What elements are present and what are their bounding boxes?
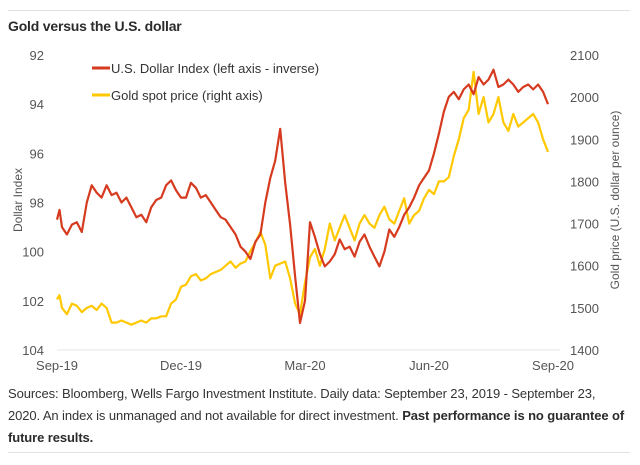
gold-price-line	[56, 70, 550, 326]
sources-text: Sources: Bloomberg, Wells Fargo Investme…	[8, 386, 596, 423]
left-tick-label: 92	[30, 48, 44, 63]
chart: 92 94 96 98 100 102 104 2100 2000 1900 1800 1700 16…	[11, 48, 622, 373]
legend-label-gold: Gold spot price (right axis)	[111, 88, 263, 103]
left-tick-label: 94	[30, 97, 44, 112]
x-axis-ticks: Sep-19 Dec-19 Mar-20 Jun-20 Sep-20	[36, 358, 574, 373]
chart-title: Gold versus the U.S. dollar	[8, 18, 182, 34]
x-tick-label: Sep-20	[532, 358, 574, 373]
bottom-divider	[8, 452, 630, 453]
left-tick-label: 96	[30, 146, 44, 161]
right-tick-label: 1600	[570, 259, 599, 274]
dollar-index-line	[55, 68, 550, 325]
right-tick-label: 1400	[570, 343, 599, 358]
x-tick-label: Dec-19	[160, 358, 202, 373]
legend-label-dollar: U.S. Dollar Index (left axis - inverse)	[111, 61, 319, 76]
right-axis-ticks: 2100 2000 1900 1800 1700 1600 1500 1400	[570, 48, 599, 358]
left-tick-label: 100	[22, 245, 44, 260]
left-axis-title: Dollar Index	[11, 168, 25, 232]
disclaimer-text: Past performance is no guarantee of futu…	[8, 408, 625, 445]
right-tick-label: 1900	[570, 132, 599, 147]
right-tick-label: 1700	[570, 217, 599, 232]
x-tick-label: Mar-20	[284, 358, 325, 373]
legend: U.S. Dollar Index (left axis - inverse) …	[92, 61, 319, 103]
right-tick-label: 2000	[570, 90, 599, 105]
left-tick-label: 104	[22, 343, 44, 358]
chart-footnote: Sources: Bloomberg, Wells Fargo Investme…	[8, 383, 628, 449]
left-axis-ticks: 92 94 96 98 100 102 104	[22, 48, 44, 358]
right-tick-label: 1800	[570, 174, 599, 189]
x-tick-label: Sep-19	[36, 358, 78, 373]
x-tick-label: Jun-20	[409, 358, 449, 373]
top-divider	[8, 10, 630, 11]
series-layer	[55, 68, 550, 326]
left-tick-label: 98	[30, 196, 44, 211]
right-axis-title: Gold price (U.S. dollar per ounce)	[608, 111, 622, 290]
right-tick-label: 2100	[570, 48, 599, 63]
left-tick-label: 102	[22, 294, 44, 309]
right-tick-label: 1500	[570, 301, 599, 316]
